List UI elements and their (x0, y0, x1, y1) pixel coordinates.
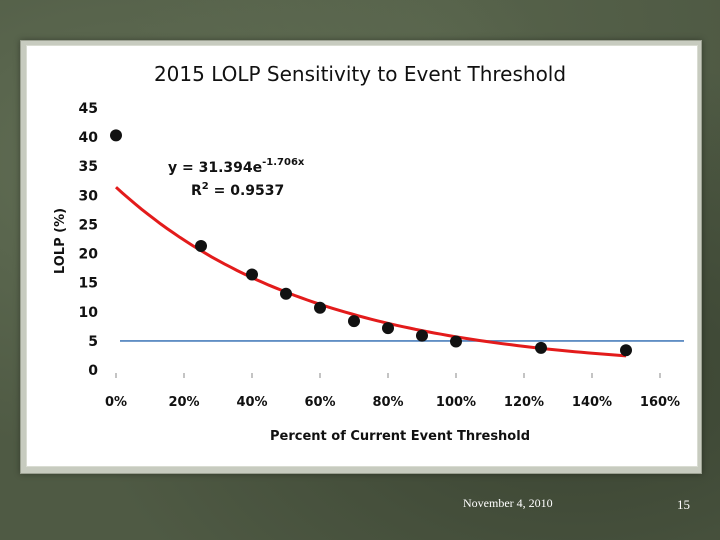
r-squared-symbol: R (191, 183, 202, 199)
x-tick-label: 20% (168, 395, 199, 410)
data-point (348, 315, 360, 328)
data-point (416, 329, 428, 342)
y-axis-ticks: 0 5 10 15 20 25 30 35 40 45 (79, 101, 99, 379)
trendline-equation-exponent: -1.706x (262, 157, 305, 168)
data-point (195, 239, 207, 252)
chart-panel (26, 45, 698, 467)
data-point (314, 301, 326, 314)
y-tick-label: 0 (88, 363, 98, 379)
y-tick-label: 10 (79, 305, 99, 321)
data-points (110, 129, 632, 357)
data-point (246, 268, 258, 281)
y-tick-label: 30 (79, 188, 99, 204)
data-point (280, 287, 292, 300)
x-tick-label: 100% (436, 395, 476, 410)
r-squared: R2 = 0.9537 (191, 181, 284, 199)
trendline (114, 186, 627, 358)
footer-date: November 4, 2010 (463, 496, 553, 510)
x-tick-label: 120% (504, 395, 544, 410)
data-point (450, 335, 462, 348)
data-point (110, 129, 122, 142)
y-tick-label: 35 (79, 159, 98, 175)
x-tick-label: 160% (640, 395, 680, 410)
y-tick-label: 25 (79, 217, 98, 233)
y-tick-label: 20 (79, 247, 99, 263)
x-tick-label: 0% (105, 395, 127, 410)
trendline-equation: y = 31.394e-1.706x (168, 157, 305, 176)
x-tick-label: 40% (236, 395, 267, 410)
x-tick-label: 60% (304, 395, 335, 410)
y-tick-label: 5 (88, 334, 98, 350)
trendline-layer (114, 186, 627, 358)
r-squared-superscript: 2 (202, 181, 209, 192)
x-tick-label: 80% (372, 395, 403, 410)
y-tick-label: 15 (79, 276, 98, 292)
y-tick-label: 45 (79, 101, 98, 117)
page-number: 15 (677, 497, 690, 512)
x-axis-label: Percent of Current Event Threshold (270, 429, 530, 444)
trendline-equation-base: y = 31.394e (168, 160, 262, 176)
chart-title: 2015 LOLP Sensitivity to Event Threshold (154, 62, 566, 86)
data-point (382, 322, 394, 335)
x-tick-label: 140% (572, 395, 612, 410)
y-axis-label: LOLP (%) (53, 208, 68, 274)
r-squared-value: = 0.9537 (209, 183, 285, 199)
y-tick-label: 40 (79, 130, 99, 146)
x-axis-ticks: 0% 20% 40% 60% 80% 100% 120% 140% 160% (105, 373, 680, 410)
data-point (535, 341, 547, 354)
data-point (620, 344, 632, 357)
